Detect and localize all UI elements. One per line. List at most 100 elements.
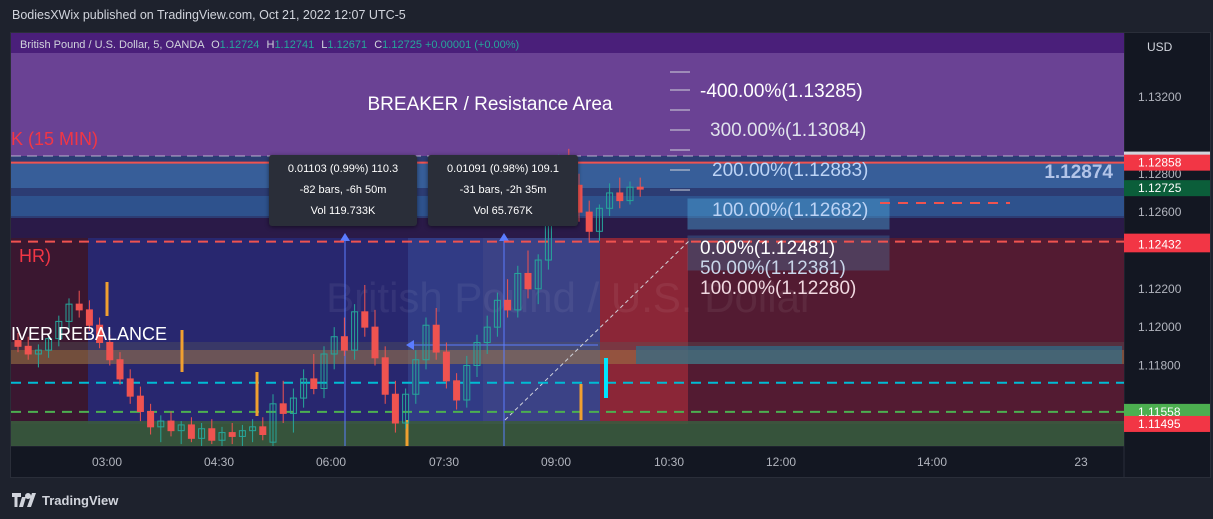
candle-body [493, 299, 501, 328]
price-tag-label: 1.12858 [1138, 156, 1182, 170]
price-tag-label: 1.11495 [1138, 417, 1181, 431]
candle-body [289, 397, 297, 414]
time-tick-label: 14:00 [917, 455, 947, 469]
timeframe-label: K (15 MIN) [11, 129, 98, 149]
candle-body [157, 420, 165, 428]
candle-body [391, 393, 399, 424]
price-tick-label: 1.12000 [1138, 320, 1182, 334]
open-label: O [211, 39, 220, 51]
support-zone [11, 421, 1124, 446]
fib-label: 200.00%(1.12883) [712, 160, 868, 181]
low-label: L [321, 39, 328, 51]
time-axis-ticks: 03:00 04:30 06:00 07:30 09:00 10:30 12:00 14:00… [92, 455, 1088, 469]
current-price-big-label: 1.12874 [1044, 162, 1113, 183]
candle-body [310, 378, 318, 389]
header-bar: BodiesXWix published on TradingView.com,… [0, 0, 1213, 32]
candle-body [106, 341, 114, 361]
candle-body [402, 393, 410, 424]
time-tick-label: 09:00 [541, 455, 571, 469]
tooltip-line: -82 bars, -6h 50m [299, 184, 387, 196]
breaker-zone [11, 53, 1124, 156]
candle-body [524, 272, 532, 290]
fib-ticks [670, 71, 690, 191]
close-value: 1.12725 [382, 39, 422, 51]
time-tick-label: 10:30 [654, 455, 684, 469]
fib-label: 100.00%(1.12280) [700, 278, 856, 299]
candle-body [147, 410, 155, 428]
measure-arrow-2-head [499, 233, 509, 241]
measure-arrow-h-head [406, 340, 414, 350]
candle-body [636, 186, 644, 190]
open-value: 1.12724 [219, 39, 260, 51]
tooltip-line: 0.01091 (0.98%) 109.1 [447, 163, 559, 175]
tooltip-line: -31 bars, -2h 35m [459, 184, 547, 196]
legend-band [11, 33, 1124, 53]
candle-body [422, 324, 430, 361]
candle-body [463, 364, 471, 401]
candle-body [96, 324, 104, 343]
candle-body [55, 320, 63, 340]
candle-body [330, 336, 338, 355]
imbalance-red-zone [600, 238, 688, 424]
fib-box-upper [687, 198, 890, 230]
symbol-watermark: British Pound / U.S. Dollar [326, 274, 814, 321]
volume-markers [105, 282, 608, 446]
candle-body [453, 380, 461, 401]
fib-label: 300.00%(1.13084) [710, 120, 866, 141]
fib-box-lower [687, 235, 890, 271]
candle-body [626, 186, 634, 202]
price-tick-label: 1.13200 [1138, 90, 1182, 104]
session-label: HR) [19, 246, 51, 266]
low-value: 1.12671 [327, 39, 368, 51]
candle-body [85, 309, 93, 326]
price-tag-bg [1124, 236, 1210, 253]
change-value: +0.00001 (+0.00%) [425, 39, 520, 51]
candle-body [238, 430, 246, 437]
candle-body [259, 426, 267, 435]
measure-tooltip-1: 0.01103 (0.99%) 110.3 -82 bars, -6h 50m … [269, 155, 417, 226]
candle-body [534, 259, 542, 290]
candle-body [432, 324, 440, 353]
published-text: BodiesXWix published on TradingView.com,… [12, 8, 406, 22]
candle-body [228, 432, 236, 437]
candle-body [371, 326, 379, 359]
footer-brand[interactable]: TradingView [12, 490, 118, 510]
candle-body [136, 395, 144, 412]
fib-label: 0.00%(1.12481) [700, 238, 835, 259]
trend-dashed-line [504, 239, 691, 421]
price-tick-label: 1.12200 [1138, 282, 1182, 296]
measure-tooltip-2: 0.01091 (0.98%) 109.1 -31 bars, -2h 35m … [428, 155, 578, 226]
price-tag-bg [1124, 154, 1210, 171]
candle-body [75, 303, 83, 311]
price-tag-label: 1.11558 [1138, 405, 1181, 419]
candle-body [198, 428, 206, 439]
candle-body [595, 207, 603, 232]
candle-body [320, 353, 328, 389]
candle-body [34, 349, 42, 355]
candle-body [177, 424, 185, 432]
time-tick-label: 07:30 [429, 455, 459, 469]
candle-body [218, 432, 226, 441]
candle-body [14, 340, 22, 347]
candle-body [504, 299, 512, 311]
candle-body [585, 211, 593, 232]
candle-body [340, 336, 348, 351]
price-tag-bg [1124, 415, 1210, 432]
candle-body [208, 428, 216, 441]
time-tick-label: 03:00 [92, 455, 122, 469]
candle-body [473, 341, 481, 366]
candle-body [187, 424, 195, 439]
candle-body [126, 378, 134, 397]
candle-body [351, 311, 359, 351]
tradingview-logo-icon [12, 493, 36, 507]
candle-body [442, 351, 450, 382]
candle-body [65, 303, 73, 322]
time-tick-label: 23 [1074, 455, 1088, 469]
tooltip-line: Vol 119.733K [310, 205, 376, 217]
price-axis-bg [1124, 33, 1210, 477]
candle-body [606, 192, 614, 209]
candle-body [616, 192, 624, 202]
right-red-zone [688, 238, 1124, 424]
symbol-legend[interactable]: British Pound / U.S. Dollar, 5, OANDA O1… [20, 39, 519, 51]
